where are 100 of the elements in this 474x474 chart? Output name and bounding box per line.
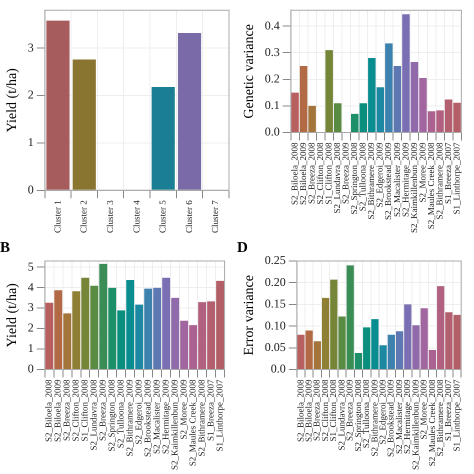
- bar: [308, 106, 316, 132]
- x-tick-label: S2_Lundavra_2008: [336, 379, 346, 451]
- x-tick-label: S2_Tulloona_2008: [358, 142, 368, 212]
- y-axis-title: Error variance: [242, 275, 258, 356]
- bar: [388, 334, 395, 370]
- bar: [325, 50, 333, 132]
- bar: [297, 334, 305, 370]
- x-tick-label: S1_Linthorpe_2007: [451, 379, 462, 452]
- y-tick-label: 0.0: [264, 124, 280, 139]
- x-tick-label: S2_Bithramere_2009: [366, 142, 376, 220]
- bar: [396, 331, 404, 370]
- bar: [354, 353, 362, 370]
- bar: [162, 278, 170, 370]
- x-tick-label: S1_Clifton_2008: [328, 379, 338, 442]
- x-tick-label: S2_Macalister_2009: [394, 379, 404, 454]
- bar: [376, 87, 384, 132]
- bar: [291, 92, 299, 132]
- x-tick-label: S1_Linthorpe_2007: [451, 142, 462, 215]
- x-tick-label: S2_Biloela_2008: [44, 379, 54, 442]
- x-tick-label: S1_Breeza_2007: [205, 379, 216, 441]
- x-tick-label: S2_Bithramere_2009: [369, 379, 380, 457]
- bar: [152, 86, 175, 190]
- x-tick-label: S2_Biloela_2009: [298, 142, 308, 206]
- x-tick-label: S2_Kaimkillenbun_2009: [170, 379, 180, 470]
- bar: [63, 313, 72, 370]
- y-tick-label: 0: [28, 182, 34, 196]
- x-tick-label: S2_Brookstead_2009: [142, 379, 153, 458]
- bar: [189, 325, 198, 370]
- x-tick-label: S2_Brookstead_2009: [386, 379, 396, 458]
- bar: [90, 286, 98, 370]
- bar: [402, 14, 410, 132]
- x-tick-label: S2_Hermitage_2009: [160, 379, 171, 454]
- y-tick-label: 3: [28, 40, 34, 54]
- bar: [99, 264, 108, 370]
- x-tick-label: S1_Clifton_2008: [324, 142, 334, 205]
- x-tick-label: Cluster 2: [78, 200, 89, 233]
- x-tick-label: S2_Macalister_2009: [152, 379, 162, 454]
- x-tick-label: S2_Breeza_2009: [344, 379, 355, 441]
- y-tick-label: 0.20: [264, 274, 286, 289]
- bar: [419, 78, 427, 132]
- x-tick-label: S2_Biloela_2008: [289, 142, 300, 206]
- y-tick-label: 2: [28, 320, 34, 335]
- bar: [404, 304, 412, 370]
- bar: [330, 280, 338, 370]
- bar: [363, 327, 370, 370]
- x-tick-label: Cluster 5: [158, 200, 168, 233]
- bar: [306, 330, 313, 370]
- bar: [380, 345, 387, 370]
- chart-title: B: [0, 240, 10, 256]
- bar: [334, 103, 342, 132]
- x-tick-label: S2_Clifton_2008: [315, 142, 326, 205]
- y-axis-title: Yield (t/ha): [5, 68, 20, 132]
- x-tick-label: S2_Breeza_2009: [340, 142, 351, 204]
- x-tick-label: S2_Bithramere_2009: [124, 379, 135, 457]
- x-tick-label: S2_Maules Creek_2008: [426, 142, 436, 230]
- x-tick-label: S2_Maules Creek_2008: [187, 379, 198, 466]
- x-tick-label: S2_Edgeroi_2009: [134, 379, 144, 445]
- x-tick-label: S2_Lundavra_2008: [332, 142, 342, 214]
- bar: [81, 278, 90, 370]
- x-tick-label: S2_Lundavra_2008: [88, 379, 99, 451]
- y-tick-label: 1: [28, 341, 34, 356]
- y-tick-label: 1: [28, 135, 34, 150]
- x-tick-label: S2_Clifton_2008: [320, 379, 330, 442]
- bar: [436, 110, 444, 132]
- bar: [412, 325, 420, 370]
- x-tick-label: S1_Clifton_2008: [80, 379, 90, 442]
- bar: [360, 103, 368, 132]
- bar: [410, 62, 418, 132]
- bar: [198, 302, 206, 370]
- bar: [322, 298, 330, 370]
- bar: [171, 298, 180, 370]
- bar: [135, 304, 144, 370]
- y-tick-label: 0.25: [264, 253, 286, 268]
- x-tick-label: S2_Maules Creek_2008: [426, 379, 437, 466]
- y-tick-label: 0.4: [264, 18, 280, 32]
- x-tick-label: S1_Breeza_2007: [443, 379, 454, 441]
- bar: [178, 32, 202, 190]
- y-tick-label: 0.1: [264, 98, 280, 112]
- y-tick-label: 0: [28, 362, 34, 376]
- x-tick-label: S2_Springton_2008: [349, 142, 360, 215]
- bar: [368, 58, 376, 132]
- y-tick-label: 5: [28, 259, 34, 274]
- x-tick-label: S2_Bithramere_2008: [196, 379, 206, 457]
- y-tick-label: 0.2: [264, 71, 280, 86]
- y-axis-title: Yield (t/ha): [5, 282, 20, 348]
- bar: [180, 320, 188, 370]
- x-tick-label: S2_Tulloona_2008: [116, 379, 126, 448]
- bar: [144, 288, 152, 370]
- x-tick-label: S2_Bithramere_2008: [435, 379, 446, 457]
- x-tick-label: S2_Biloela_2008: [295, 379, 306, 442]
- y-tick-label: 3: [28, 300, 34, 314]
- bar: [428, 111, 436, 132]
- bar: [72, 291, 80, 370]
- bar: [351, 114, 359, 132]
- bar: [338, 316, 346, 370]
- bar: [108, 288, 116, 370]
- bar: [428, 350, 436, 370]
- x-tick-label: Cluster 6: [184, 200, 194, 233]
- x-tick-label: S1_Linthorpe_2007: [214, 379, 224, 452]
- bar: [72, 59, 96, 190]
